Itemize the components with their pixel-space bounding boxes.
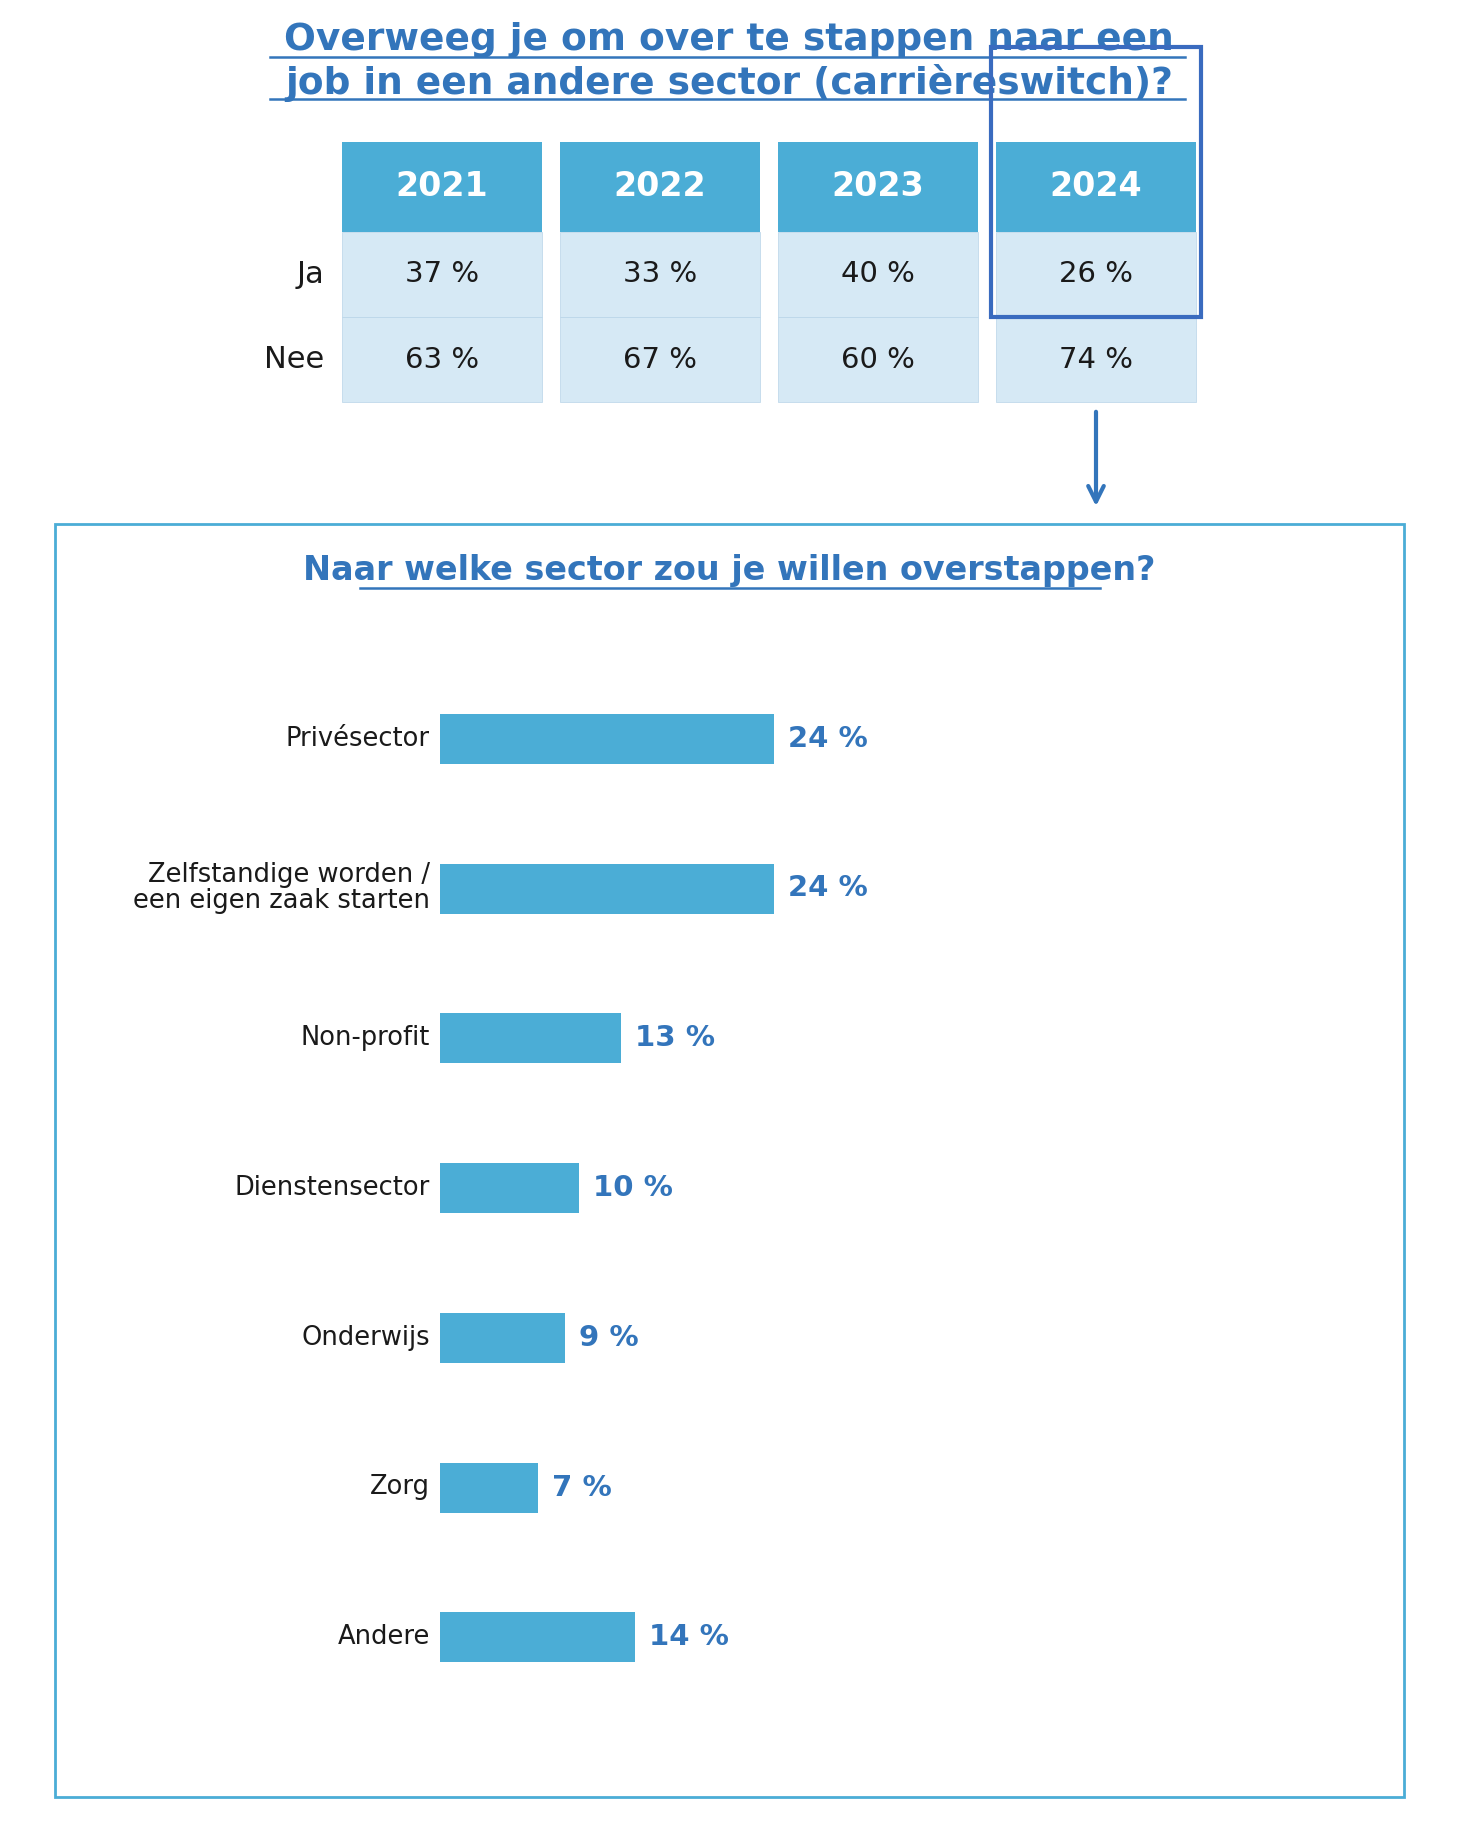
Text: Dienstensector: Dienstensector — [235, 1175, 430, 1201]
Text: 37 %: 37 % — [406, 261, 479, 288]
Text: Zelfstandige worden /: Zelfstandige worden / — [147, 862, 430, 889]
Bar — [441, 1013, 622, 1064]
Bar — [341, 142, 541, 231]
Text: 9 %: 9 % — [579, 1325, 639, 1352]
Text: 2022: 2022 — [614, 171, 706, 204]
Text: 67 %: 67 % — [623, 346, 697, 374]
Text: Zorg: Zorg — [371, 1474, 430, 1501]
Bar — [441, 864, 775, 913]
Text: Privésector: Privésector — [286, 725, 430, 752]
Text: Overweeg je om over te stappen naar een: Overweeg je om over te stappen naar een — [285, 22, 1174, 58]
Text: 14 %: 14 % — [649, 1623, 730, 1651]
Text: 10 %: 10 % — [594, 1173, 673, 1203]
Bar — [560, 317, 760, 403]
Text: 74 %: 74 % — [1059, 346, 1134, 374]
Text: Ja: Ja — [296, 261, 324, 290]
Bar — [996, 231, 1196, 317]
Bar — [991, 47, 1201, 317]
Bar — [55, 525, 1404, 1796]
Text: 63 %: 63 % — [406, 346, 479, 374]
Text: 2021: 2021 — [395, 171, 489, 204]
Text: 24 %: 24 % — [788, 875, 868, 902]
Text: een eigen zaak starten: een eigen zaak starten — [133, 889, 430, 915]
Text: 24 %: 24 % — [788, 725, 868, 752]
Text: 26 %: 26 % — [1059, 261, 1134, 288]
Bar — [996, 317, 1196, 403]
Bar — [441, 1463, 537, 1512]
Text: Onderwijs: Onderwijs — [302, 1325, 430, 1350]
Text: job in een andere sector (carrièreswitch)?: job in een andere sector (carrièreswitch… — [285, 64, 1173, 102]
Text: Naar welke sector zou je willen overstappen?: Naar welke sector zou je willen overstap… — [303, 554, 1156, 587]
Bar — [560, 231, 760, 317]
Bar — [441, 1312, 565, 1363]
Bar — [778, 317, 978, 403]
Text: 40 %: 40 % — [840, 261, 915, 288]
Text: Andere: Andere — [337, 1623, 430, 1651]
Text: 2024: 2024 — [1049, 171, 1142, 204]
Bar — [341, 231, 541, 317]
Text: 13 %: 13 % — [635, 1024, 715, 1053]
Bar — [441, 1162, 579, 1213]
Text: 33 %: 33 % — [623, 261, 697, 288]
Bar — [778, 142, 978, 231]
Bar — [341, 317, 541, 403]
Text: 60 %: 60 % — [840, 346, 915, 374]
Bar — [778, 231, 978, 317]
Bar — [560, 142, 760, 231]
Bar — [441, 1612, 635, 1662]
Text: Nee: Nee — [264, 344, 324, 374]
Text: Non-profit: Non-profit — [301, 1026, 430, 1051]
Bar — [996, 142, 1196, 231]
Text: 7 %: 7 % — [552, 1474, 611, 1501]
Bar — [441, 714, 775, 763]
Text: 2023: 2023 — [832, 171, 925, 204]
